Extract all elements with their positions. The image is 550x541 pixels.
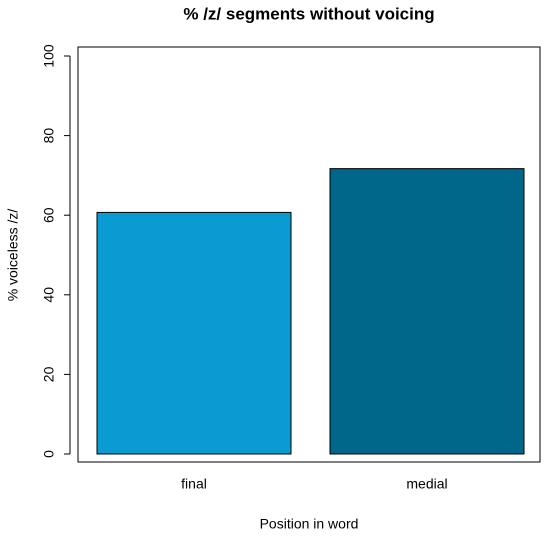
chart-title: % /z/ segments without voicing [183, 4, 434, 23]
y-tick-label: 60 [41, 207, 57, 223]
x-tick-label: final [181, 476, 207, 492]
y-tick-label: 100 [41, 44, 57, 68]
x-axis-title: Position in word [260, 516, 359, 532]
y-tick-label: 0 [41, 450, 57, 458]
x-tick-label: medial [406, 476, 447, 492]
y-tick-label: 20 [41, 366, 57, 382]
plot-box [77, 46, 541, 463]
y-axis-title: % voiceless /z/ [5, 209, 21, 302]
y-tick-label: 80 [41, 128, 57, 144]
y-tick-label: 40 [41, 287, 57, 303]
bar [96, 211, 292, 455]
bar [329, 168, 525, 455]
